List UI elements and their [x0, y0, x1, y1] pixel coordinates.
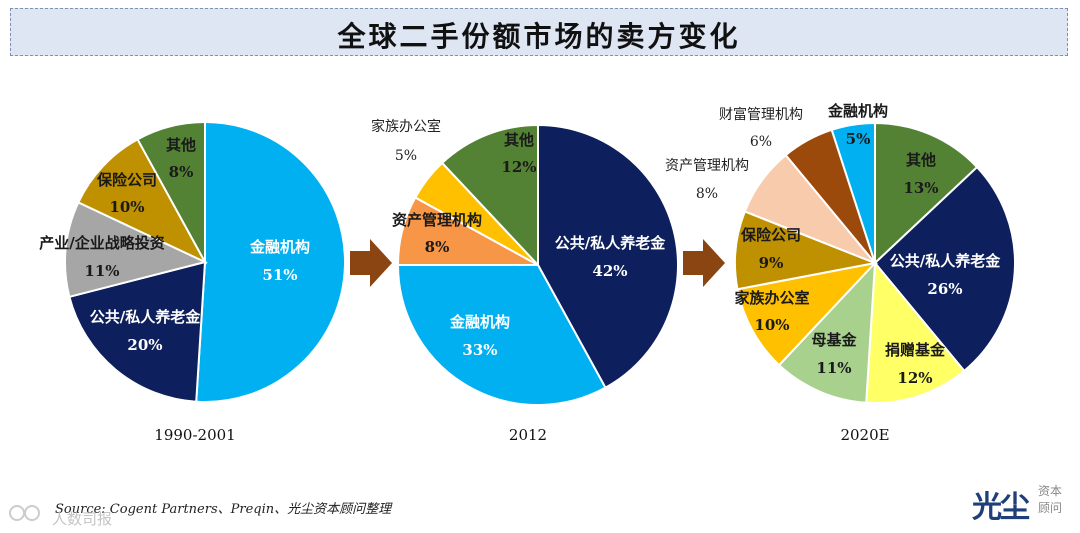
logo-sub-text-1: 资本 — [1038, 484, 1063, 498]
logo-main-text: 光尘 — [972, 490, 1030, 525]
source-note: Source: Cogent Partners、Preqin、光尘资本顾问整理 — [55, 502, 392, 517]
logo-sub-text-2: 顾问 — [1038, 501, 1063, 515]
pie-slice-2-2 — [396, 264, 607, 406]
page-title: 全球二手份额市场的卖方变化 — [337, 20, 741, 53]
slice-value-1-4: 10% — [109, 198, 144, 216]
pie-slice-1-3 — [64, 201, 208, 299]
slice-label-1-1: 金融机构 — [249, 238, 310, 256]
slice-value-3-3: 12% — [897, 369, 932, 387]
slice-label-3-5: 家族办公室 — [734, 289, 809, 307]
slice-label-3-6: 保险公司 — [740, 226, 801, 244]
slice-value-3-7: 8% — [696, 186, 718, 202]
pie-slice-3-5 — [736, 261, 878, 367]
slice-value-1-3: 11% — [84, 262, 119, 280]
slice-value-3-8: 6% — [750, 134, 772, 150]
pie-slice-1-4 — [76, 137, 208, 265]
pie-slice-3-6 — [734, 210, 879, 291]
chart-title-2: 2012 — [509, 426, 547, 444]
slice-label-3-3: 捐赠基金 — [885, 341, 946, 359]
pie-slice-1-5 — [136, 120, 206, 263]
slice-value-1-2: 20% — [127, 336, 162, 354]
slice-value-3-5: 10% — [754, 316, 789, 334]
brand-logo: 光尘 资本 顾问 — [972, 482, 1072, 525]
title-bar: 全球二手份额市场的卖方变化 — [10, 8, 1068, 56]
slice-value-3-1: 13% — [903, 179, 938, 197]
slice-label-2-5: 其他 — [504, 131, 534, 149]
slice-label-2-2: 金融机构 — [449, 313, 510, 331]
pie-slice-3-4 — [777, 260, 877, 404]
slice-value-3-2: 26% — [927, 280, 962, 298]
slice-value-3-4: 11% — [816, 359, 851, 377]
pie-slice-3-3 — [865, 260, 966, 404]
slice-value-2-5: 12% — [501, 158, 536, 176]
slice-label-3-8: 财富管理机构 — [719, 106, 803, 123]
pie-slice-2-5 — [440, 123, 539, 268]
pie-slice-3-2 — [873, 165, 1016, 373]
slice-value-2-3: 8% — [425, 238, 450, 256]
arrow-icon-2 — [683, 239, 725, 287]
watermark-text: 人数司报 — [52, 510, 113, 528]
slice-value-2-4: 5% — [395, 148, 417, 164]
slice-label-3-1: 其他 — [906, 151, 936, 169]
slice-value-1-5: 8% — [169, 163, 194, 181]
slice-value-1-1: 51% — [262, 266, 297, 284]
pie-slice-3-1 — [874, 121, 979, 266]
pie-slice-1-2 — [68, 260, 207, 403]
arrow-icon-1 — [350, 239, 392, 287]
slice-label-3-9: 金融机构 — [827, 102, 888, 120]
pie-chart-1: 金融机构 51% 公共/私人养老金 20% 产业/企业战略投资 11% 保险公司 10% 其他 8… — [39, 120, 346, 444]
slice-label-1-2: 公共/私人养老金 — [90, 308, 201, 326]
slice-label-2-3: 资产管理机构 — [392, 211, 482, 229]
slice-label-3-4: 母基金 — [811, 331, 857, 349]
pie-slice-1-1 — [195, 120, 346, 403]
slice-value-3-9: 5% — [846, 130, 871, 148]
slice-label-2-1: 公共/私人养老金 — [555, 234, 666, 252]
slice-value-2-1: 42% — [592, 262, 627, 280]
slice-label-2-4: 家族办公室 — [371, 118, 441, 135]
slice-label-1-5: 其他 — [166, 136, 196, 154]
slice-value-3-6: 9% — [759, 254, 784, 272]
pie-slice-2-1 — [537, 123, 679, 390]
slice-label-1-4: 保险公司 — [96, 171, 157, 189]
pie-slice-3-9 — [830, 121, 876, 264]
pie-chart-3: 其他 13% 公共/私人养老金 26% 捐赠基金 12% 母基金 11% 家族办公室 10% 保险公… — [665, 102, 1016, 444]
slice-value-2-2: 33% — [462, 341, 497, 359]
slice-label-1-3: 产业/企业战略投资 — [39, 234, 164, 252]
chart-title-3: 2020E — [840, 426, 889, 444]
slice-label-3-7: 资产管理机构 — [665, 158, 749, 174]
slice-label-3-2: 公共/私人养老金 — [890, 252, 1001, 270]
chart-title-1: 1990-2001 — [154, 426, 235, 444]
watermark-icon — [8, 502, 44, 524]
pie-chart-2: 公共/私人养老金 42% 金融机构 33% 资产管理机构 8% 家族办公室 5% 其他 12% 20… — [371, 118, 679, 444]
